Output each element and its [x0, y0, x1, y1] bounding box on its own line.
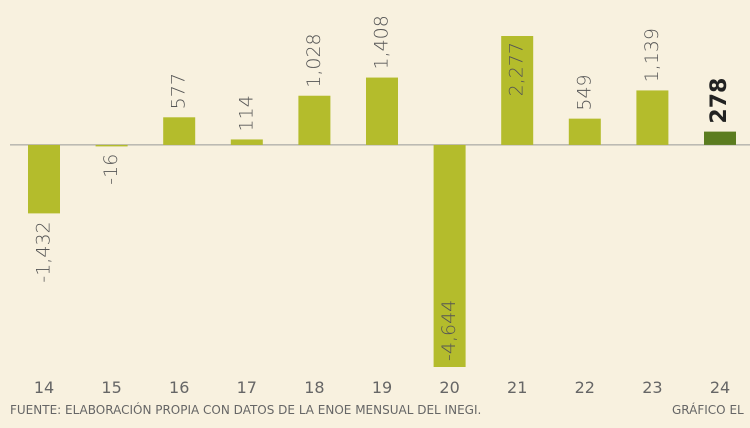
bar: [501, 36, 534, 145]
bar: [95, 144, 128, 147]
x-tick-label: 20: [439, 378, 459, 397]
footer-source: FUENTE: ELABORACIÓN PROPIA CON DATOS DE …: [10, 402, 481, 417]
bar: [433, 144, 466, 367]
bar: [298, 95, 331, 145]
x-tick-label: 24: [710, 378, 730, 397]
value-label: -4,644: [438, 300, 460, 361]
x-tick-label: 22: [575, 378, 595, 397]
footer-credit: GRÁFICO EL: [672, 402, 744, 417]
bar: [28, 144, 60, 214]
x-tick-label: 14: [34, 378, 54, 397]
x-tick-label: 17: [237, 378, 257, 397]
value-label: 278: [707, 78, 732, 124]
bar: [163, 117, 196, 145]
value-label: -16: [100, 154, 122, 185]
x-tick-label: 21: [507, 378, 527, 397]
bar: [704, 131, 736, 145]
x-tick-label: 16: [169, 378, 189, 397]
bar: [636, 90, 669, 145]
value-label: 2,277: [506, 42, 528, 96]
value-label: -1,432: [33, 221, 55, 282]
value-label: 1,408: [371, 15, 393, 69]
x-tick-label: 15: [101, 378, 121, 397]
value-label: 577: [168, 73, 190, 109]
x-tick-label: 19: [372, 378, 392, 397]
value-label: 1,139: [641, 28, 663, 82]
bar: [568, 118, 601, 145]
x-tick-label: 18: [304, 378, 324, 397]
value-label: 1,028: [303, 33, 325, 87]
bar: [366, 77, 398, 145]
bar: [230, 139, 263, 145]
value-label: 549: [573, 74, 595, 110]
x-tick-label: 23: [642, 378, 662, 397]
value-label: 114: [235, 95, 257, 131]
